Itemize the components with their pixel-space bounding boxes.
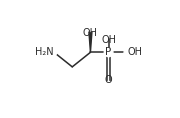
Text: O: O (105, 75, 112, 85)
Text: H₂N: H₂N (35, 47, 54, 57)
Circle shape (124, 49, 130, 55)
Circle shape (87, 25, 94, 31)
Text: OH: OH (83, 28, 98, 38)
Text: OH: OH (101, 35, 116, 45)
Circle shape (50, 49, 57, 55)
Circle shape (105, 81, 112, 88)
Circle shape (105, 31, 112, 38)
Text: OH: OH (127, 47, 142, 57)
Polygon shape (89, 28, 92, 52)
Circle shape (104, 48, 113, 57)
Text: P: P (105, 47, 112, 57)
